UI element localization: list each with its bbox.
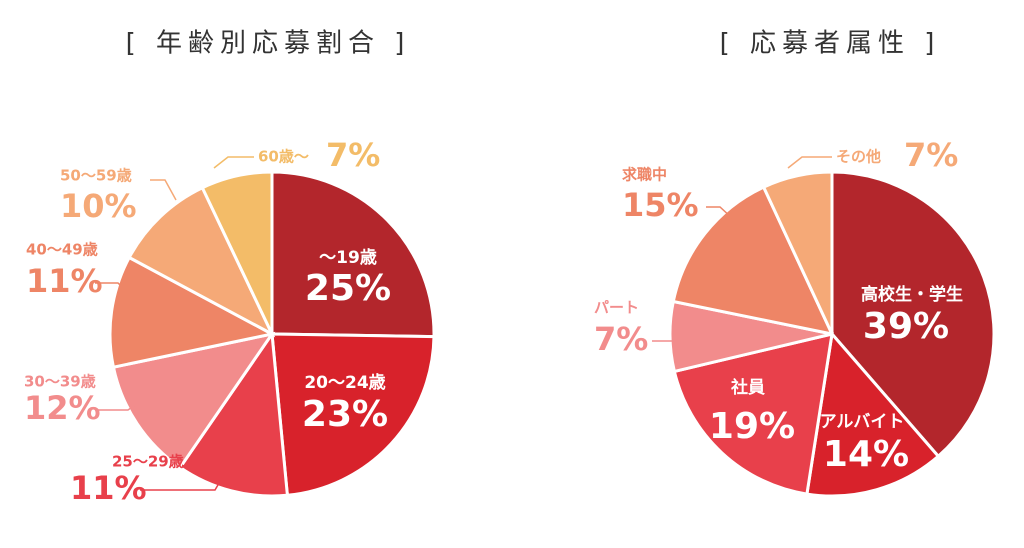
value-label: 11% — [26, 262, 103, 300]
pie-slice — [671, 185, 835, 337]
leader-line — [787, 156, 832, 169]
value-label: 7% — [326, 136, 380, 174]
value-label: 10% — [60, 187, 137, 225]
slice-label: 社員 — [730, 377, 765, 398]
pie-slice — [127, 185, 276, 338]
pie-slice — [178, 329, 290, 498]
leader-line — [140, 477, 223, 491]
leader-line — [150, 179, 177, 201]
leader-line — [706, 206, 733, 219]
pie-slice — [200, 170, 274, 335]
value-label: 12% — [24, 389, 101, 427]
slice-label: 高校生・学生 — [861, 284, 963, 305]
value-label: 14% — [823, 434, 909, 475]
slice-label: 求職中 — [622, 166, 667, 184]
value-label: 7% — [904, 136, 958, 174]
pie-slice — [761, 170, 834, 335]
slice-label: その他 — [836, 148, 881, 166]
value-label: 23% — [302, 394, 388, 435]
pie-slice — [805, 330, 941, 498]
value-label: 15% — [622, 186, 699, 224]
slice-label: 〜19歳 — [319, 247, 377, 268]
value-label: 7% — [594, 320, 648, 358]
chart-title: [ 応募者属性 ] — [720, 29, 941, 59]
slice-label: 20〜24歳 — [304, 372, 385, 393]
value-label: 11% — [70, 469, 147, 507]
slice-label: パート — [594, 299, 639, 317]
pie-slice — [672, 332, 834, 496]
value-label: 39% — [863, 306, 949, 347]
slice-label: 25〜29歳 — [112, 453, 184, 471]
pie-slice — [830, 170, 996, 459]
slice-label: アルバイト — [820, 412, 905, 432]
chart-title: [ 年齢別応募割合 ] — [126, 29, 411, 59]
leader-line — [213, 156, 254, 169]
value-label: 25% — [305, 268, 391, 309]
pie-slice — [111, 331, 276, 470]
slice-label: 50〜59歳 — [60, 167, 132, 185]
pie-slice — [108, 255, 277, 369]
slice-label: 60歳〜 — [258, 148, 309, 166]
pie-slice — [270, 332, 436, 497]
pie-slice — [270, 170, 436, 339]
leader-line — [98, 397, 146, 411]
slice-label: 40〜49歳 — [26, 241, 98, 259]
slice-label: 30〜39歳 — [24, 373, 96, 391]
value-label: 19% — [709, 406, 795, 447]
leader-line — [95, 282, 126, 291]
